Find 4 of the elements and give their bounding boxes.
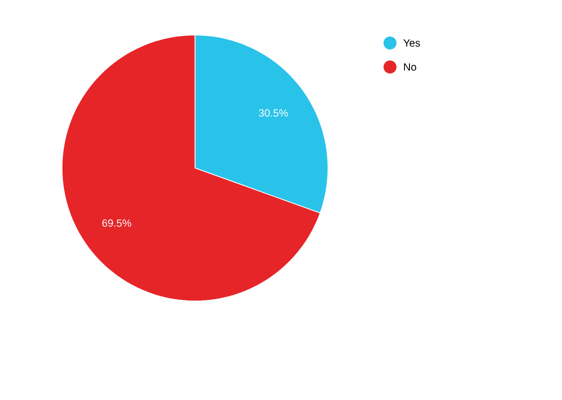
data-label: 69.5%: [102, 219, 132, 227]
legend-label: Yes: [403, 39, 420, 47]
data-label: 30.5%: [258, 109, 288, 117]
legend-label: No: [404, 63, 416, 71]
